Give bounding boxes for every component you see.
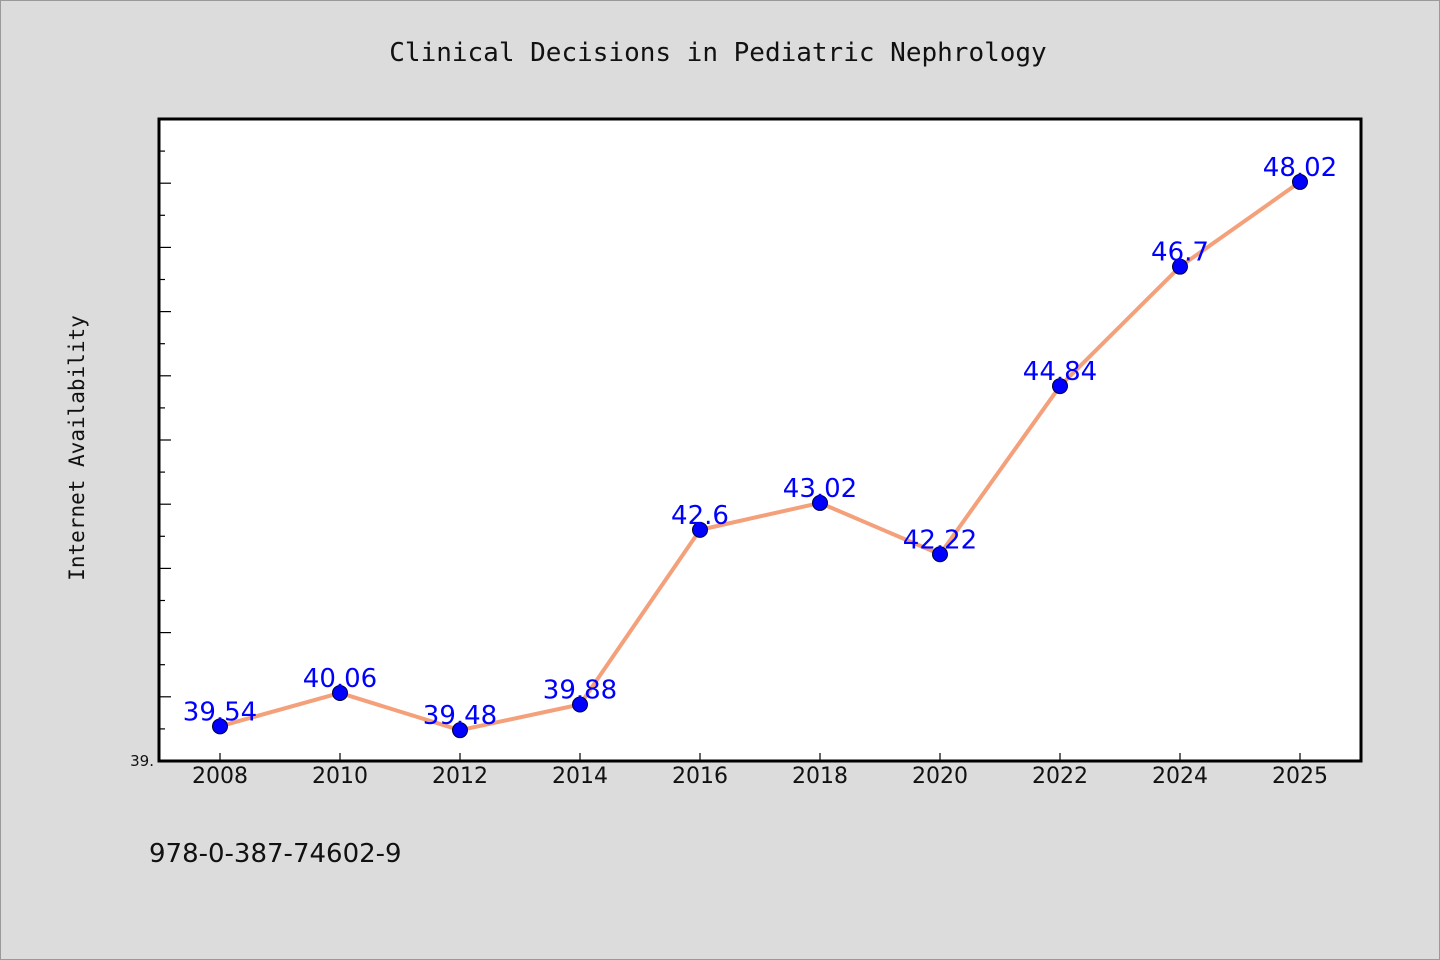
data-point xyxy=(572,696,588,713)
data-point xyxy=(452,722,468,739)
x-tick-label: 2012 xyxy=(432,764,488,789)
x-tick-label: 2016 xyxy=(672,764,728,789)
x-tick-label: 2010 xyxy=(312,764,368,789)
data-point xyxy=(812,494,828,511)
y-tick-label: 39. xyxy=(130,752,154,770)
x-tick-label: 2020 xyxy=(912,764,968,789)
series-line xyxy=(218,179,1302,733)
data-label: 39.54 xyxy=(183,697,257,727)
data-label: 39.48 xyxy=(423,701,497,731)
data-label: 39.88 xyxy=(543,676,617,706)
y-axis-ticks xyxy=(159,118,171,762)
data-point xyxy=(932,546,948,563)
chart-title: Clinical Decisions in Pediatric Nephrolo… xyxy=(389,38,1046,68)
data-label: 42.22 xyxy=(903,525,977,555)
data-label: 44.84 xyxy=(1023,357,1097,387)
data-label: 48.02 xyxy=(1263,153,1337,183)
x-tick-label: 2014 xyxy=(552,764,608,789)
x-tick-label: 2022 xyxy=(1032,764,1088,789)
x-tick-label: 2018 xyxy=(792,764,848,789)
data-point xyxy=(1292,173,1308,190)
data-label: 43.02 xyxy=(783,474,857,504)
data-label: 42.6 xyxy=(671,501,729,531)
plot-area xyxy=(157,117,1363,763)
series-group: 39.54 40.06 39.48 39.88 42.6 43.02 42.22 44.84 4… xyxy=(183,153,1337,739)
data-label: 46.7 xyxy=(1151,238,1209,268)
x-tick-label: 2008 xyxy=(192,764,248,789)
x-tick-label: 2024 xyxy=(1152,764,1208,789)
isbn-text: 978-0-387-74602-9 xyxy=(149,839,402,869)
data-point xyxy=(212,718,228,735)
x-axis-ticks: 2008 2010 2012 2014 2016 2018 2020 2022 2024 2025 xyxy=(192,753,1328,789)
data-label: 40.06 xyxy=(303,664,377,694)
x-tick-label: 2025 xyxy=(1272,764,1328,789)
data-point xyxy=(692,521,708,538)
data-point xyxy=(1172,258,1188,275)
y-axis-label: Internet Availability xyxy=(65,315,89,581)
data-point xyxy=(332,684,348,701)
data-point xyxy=(1052,378,1068,395)
